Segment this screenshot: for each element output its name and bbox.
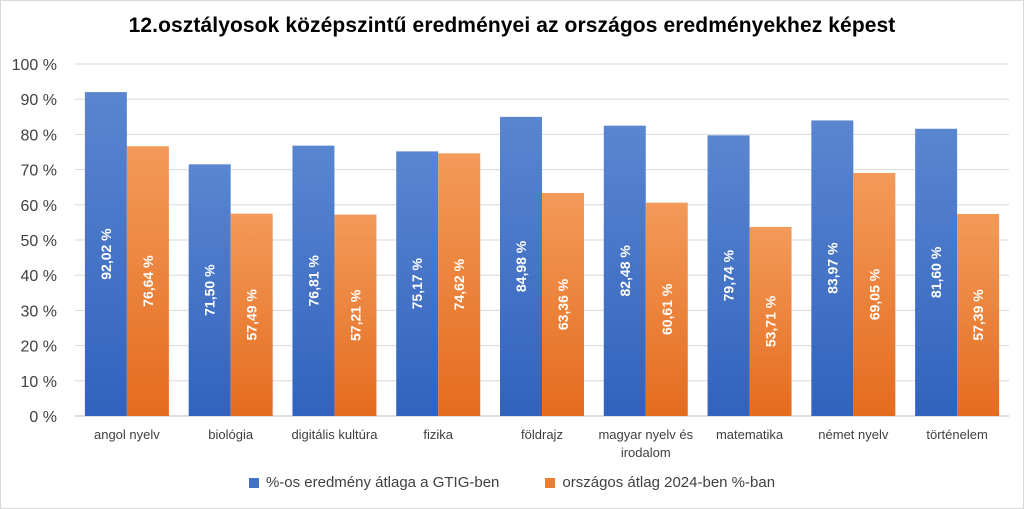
data-label: 57,49 % <box>244 289 260 341</box>
legend: %-os eredmény átlaga a GTIG-ben országos… <box>0 474 1024 491</box>
x-tick-label: fizika <box>423 427 453 442</box>
legend-label-series-1: %-os eredmény átlaga a GTIG-ben <box>265 474 500 491</box>
legend-item-series-1: %-os eredmény átlaga a GTIG-ben <box>248 474 500 491</box>
data-label: 57,39 % <box>970 289 986 341</box>
data-label: 81,60 % <box>928 246 944 298</box>
x-tick-label: biológia <box>208 427 254 442</box>
y-tick-label: 90 % <box>21 92 57 109</box>
y-tick-label: 30 % <box>21 303 57 320</box>
x-tick-label: matematika <box>716 427 784 442</box>
bar-orszagos <box>230 213 273 416</box>
data-label: 69,05 % <box>866 268 882 320</box>
bar-gtig <box>396 151 439 416</box>
bar-gtig <box>707 135 750 417</box>
y-tick-label: 50 % <box>21 233 57 250</box>
x-tick-label: földrajz <box>521 427 563 442</box>
data-label: 76,81 % <box>305 255 321 307</box>
bar-orszagos <box>645 202 688 416</box>
legend-label-series-2: országos átlag 2024-ben %-ban <box>562 474 776 491</box>
data-label: 53,71 % <box>763 295 779 347</box>
bar-gtig <box>500 116 542 417</box>
bar-orszagos <box>438 153 481 417</box>
data-label: 63,36 % <box>555 278 571 330</box>
bar-orszagos <box>126 146 169 416</box>
x-tick-label: német nyelv <box>818 427 889 442</box>
bar-orszagos <box>957 213 1000 416</box>
data-label: 83,97 % <box>824 242 840 294</box>
bar-gtig <box>84 92 127 416</box>
data-label: 82,48 % <box>617 245 633 297</box>
bar-orszagos <box>749 226 792 416</box>
data-label: 74,62 % <box>451 258 467 310</box>
legend-item-series-2: országos átlag 2024-ben %-ban <box>545 474 775 491</box>
data-label: 84,98 % <box>513 240 529 292</box>
y-tick-label: 10 % <box>21 374 57 391</box>
data-label: 76,64 % <box>140 255 156 307</box>
data-label: 92,02 % <box>98 228 114 280</box>
y-tick-label: 20 % <box>21 339 57 356</box>
y-tick-label: 60 % <box>21 198 57 215</box>
legend-swatch-series-2 <box>545 477 556 488</box>
data-label: 79,74 % <box>721 249 737 301</box>
legend-swatch-series-1 <box>248 477 259 488</box>
y-tick-label: 100 % <box>12 57 57 74</box>
y-tick-label: 70 % <box>21 163 57 180</box>
bar-orszagos <box>853 172 896 416</box>
x-tick-label: angol nyelv <box>94 427 160 442</box>
data-label: 57,21 % <box>347 289 363 341</box>
bar-gtig <box>915 128 958 416</box>
x-tick-label: digitális kultúra <box>291 427 378 442</box>
y-tick-label: 40 % <box>21 268 57 285</box>
y-tick-label: 80 % <box>21 127 57 144</box>
x-tick-label: magyar nyelv és <box>598 427 693 442</box>
bar-gtig <box>188 164 231 416</box>
x-tick-label: irodalom <box>621 445 671 460</box>
bar-gtig <box>292 145 335 417</box>
bar-gtig <box>603 125 646 416</box>
data-label: 60,61 % <box>659 283 675 335</box>
bar-gtig <box>811 120 854 416</box>
y-tick-label: 0 % <box>29 409 57 426</box>
x-tick-label: történelem <box>926 427 987 442</box>
data-label: 75,17 % <box>409 257 425 309</box>
data-label: 71,50 % <box>202 264 218 316</box>
bar-orszagos <box>334 214 377 416</box>
chart-title: 12.osztályosok középszintű eredményei az… <box>128 14 896 37</box>
bar-orszagos <box>542 192 584 416</box>
